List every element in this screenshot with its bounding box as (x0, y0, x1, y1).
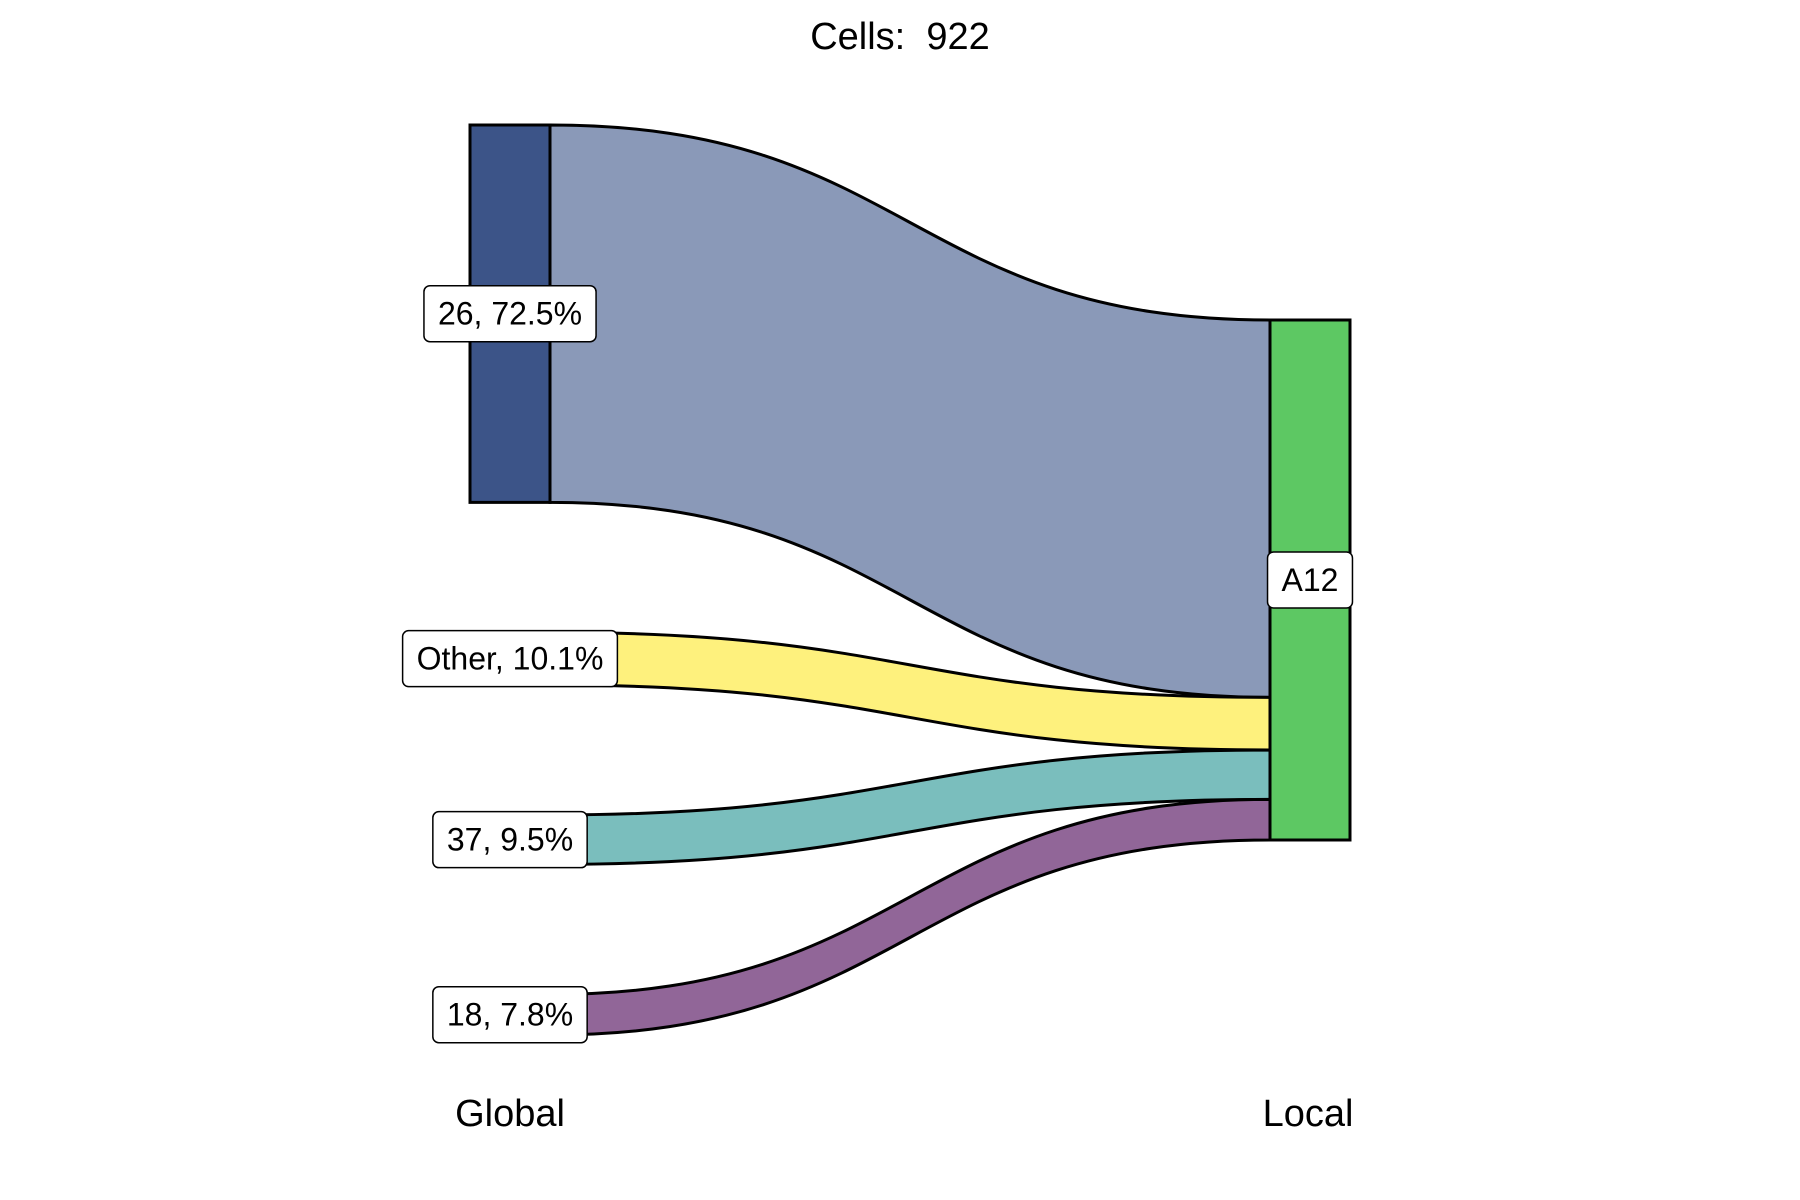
label-a12: A12 (1266, 551, 1354, 609)
flow-group (548, 123, 1272, 1037)
axis-label-local: Local (1263, 1093, 1354, 1135)
flow-26 (548, 123, 1272, 699)
label-26-box (423, 284, 597, 343)
label-37-box (432, 810, 588, 869)
label-other-box (401, 629, 619, 688)
label-37-text: 37, 9.5% (447, 822, 573, 858)
label-other-text: Other, 10.1% (417, 641, 604, 677)
label-a12-text: A12 (1282, 562, 1339, 598)
label-26-text: 26, 72.5% (438, 296, 582, 332)
label-18: 18, 7.8% (432, 985, 588, 1044)
label-group: 26, 72.5% Other, 10.1% 37, 9.5% 18, 7.8% A12 (401, 284, 1354, 1044)
chart-title: Cells: 922 (810, 16, 990, 58)
label-18-text: 18, 7.8% (447, 997, 573, 1033)
axis-label-global: Global (455, 1093, 565, 1135)
label-26: 26, 72.5% (423, 284, 597, 343)
label-18-box (432, 985, 588, 1044)
label-37: 37, 9.5% (432, 810, 588, 869)
label-a12-box (1266, 551, 1354, 609)
label-other: Other, 10.1% (401, 629, 619, 688)
